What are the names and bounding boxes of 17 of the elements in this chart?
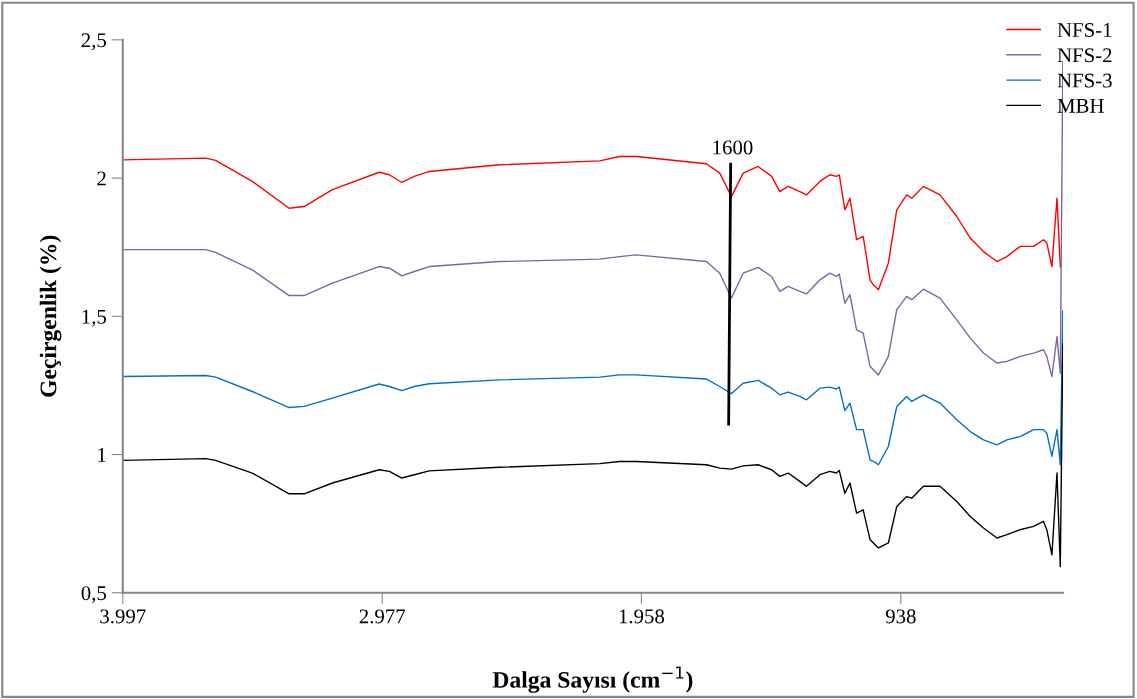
legend-label: NFS-1 <box>1057 23 1112 38</box>
annotation: 1600 <box>713 140 753 155</box>
y-tick-label: 2,5 <box>81 33 107 51</box>
x-tick-label: 2.977 <box>359 609 406 624</box>
y-tick-label: 1,5 <box>82 309 107 327</box>
x-tick-label: 3.997 <box>100 609 146 624</box>
line-series <box>122 155 1061 291</box>
line-series <box>122 310 1064 466</box>
x-axis-title: Dalga Sayısı (cm$^{−1}$) <box>492 666 693 693</box>
y-tick-label: 0,5 <box>81 586 107 604</box>
x-tick-label: 938 <box>885 609 916 624</box>
legend-label: NFS-2 <box>1057 48 1112 63</box>
x-tick-label: 1.958 <box>619 609 665 624</box>
y-tick-label: 1 <box>98 448 106 462</box>
line-series <box>122 343 1064 568</box>
y-tick-label: 2 <box>97 171 106 186</box>
y-axis-title: Geçirgenlik (%) <box>39 235 62 397</box>
